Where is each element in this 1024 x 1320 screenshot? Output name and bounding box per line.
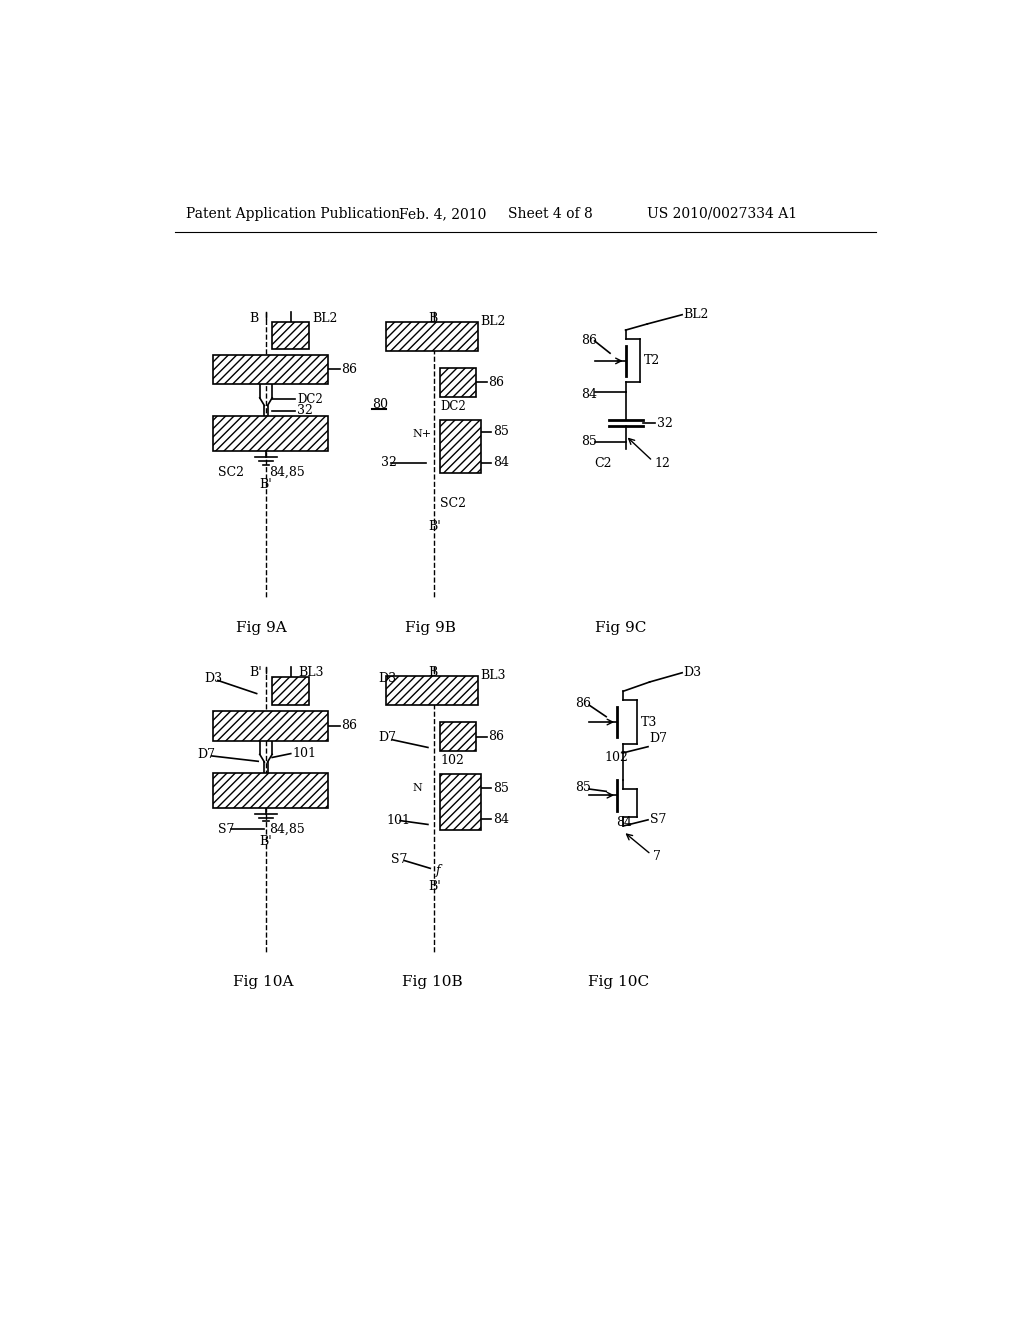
Text: DC2: DC2 (297, 393, 323, 407)
Text: D3: D3 (204, 672, 222, 685)
Text: f: f (435, 865, 440, 878)
Bar (386, 322, 477, 351)
Text: B': B' (428, 879, 440, 892)
Text: 12: 12 (654, 457, 670, 470)
Text: 86: 86 (341, 363, 357, 376)
Text: BL3: BL3 (299, 667, 324, 680)
Text: 84: 84 (582, 388, 597, 401)
Text: 102: 102 (440, 754, 464, 767)
Bar (213, 416, 328, 451)
Text: 84: 84 (493, 813, 509, 825)
Text: 86: 86 (575, 697, 591, 710)
Text: BL3: BL3 (480, 669, 506, 682)
Text: C2: C2 (595, 457, 612, 470)
Text: T3: T3 (641, 715, 657, 729)
Text: Sheet 4 of 8: Sheet 4 of 8 (508, 207, 593, 220)
Text: B': B' (260, 478, 272, 491)
Text: 32: 32 (656, 417, 673, 430)
Text: D7: D7 (198, 748, 216, 760)
Text: Patent Application Publication: Patent Application Publication (186, 207, 400, 220)
Text: SC2: SC2 (218, 466, 244, 479)
Bar (272, 677, 309, 705)
Text: 32: 32 (381, 455, 397, 469)
Bar (440, 775, 480, 830)
Text: 101: 101 (386, 814, 410, 828)
Text: 85: 85 (582, 436, 597, 449)
Text: 101: 101 (292, 747, 316, 760)
Bar (440, 722, 476, 751)
Text: B': B' (249, 667, 262, 680)
Text: 7: 7 (652, 850, 660, 863)
Text: Feb. 4, 2010: Feb. 4, 2010 (399, 207, 486, 220)
Bar (213, 711, 328, 741)
Text: 80: 80 (372, 399, 388, 412)
Text: D7: D7 (649, 733, 668, 746)
Text: 86: 86 (488, 730, 505, 743)
Text: Fig 10B: Fig 10B (401, 975, 462, 989)
Text: T2: T2 (643, 354, 659, 367)
Text: BL2: BL2 (480, 315, 506, 329)
Text: Fig 10A: Fig 10A (233, 975, 294, 989)
Text: B': B' (260, 834, 272, 847)
Text: B': B' (428, 520, 440, 533)
Text: D7: D7 (378, 731, 396, 744)
Text: SC2: SC2 (440, 496, 466, 510)
Text: 85: 85 (493, 781, 509, 795)
Text: Fig 9B: Fig 9B (404, 622, 456, 635)
Text: S7: S7 (218, 822, 234, 836)
Text: N+: N+ (413, 429, 431, 440)
Text: B: B (428, 667, 437, 680)
Text: 84,85: 84,85 (269, 822, 305, 836)
Text: Fig 10C: Fig 10C (588, 975, 648, 989)
Text: US 2010/0027334 A1: US 2010/0027334 A1 (647, 207, 798, 220)
Text: BL2: BL2 (312, 312, 338, 325)
Text: Fig 9A: Fig 9A (237, 622, 288, 635)
Text: D3: D3 (684, 667, 701, 680)
Bar (440, 420, 480, 473)
Text: N: N (413, 783, 422, 793)
Text: B: B (249, 312, 258, 325)
Text: S7: S7 (391, 853, 408, 866)
Text: S7: S7 (649, 813, 666, 826)
Text: 84: 84 (616, 816, 632, 829)
Text: BL2: BL2 (684, 308, 709, 321)
Text: D3: D3 (378, 672, 396, 685)
Text: 86: 86 (488, 376, 505, 389)
Text: Fig 9C: Fig 9C (595, 622, 646, 635)
Bar (213, 774, 328, 808)
Text: 102: 102 (604, 751, 629, 764)
Text: 86: 86 (582, 334, 597, 347)
Bar (213, 355, 328, 384)
Bar (440, 368, 476, 397)
Text: 85: 85 (575, 781, 591, 795)
Text: B: B (428, 312, 437, 325)
Bar (272, 322, 309, 350)
Text: 84,85: 84,85 (269, 466, 305, 479)
Text: 84: 84 (493, 455, 509, 469)
Text: DC2: DC2 (440, 400, 466, 413)
Bar (386, 676, 477, 705)
Text: 86: 86 (341, 719, 357, 733)
Text: 85: 85 (493, 425, 509, 438)
Text: 32: 32 (297, 404, 312, 417)
